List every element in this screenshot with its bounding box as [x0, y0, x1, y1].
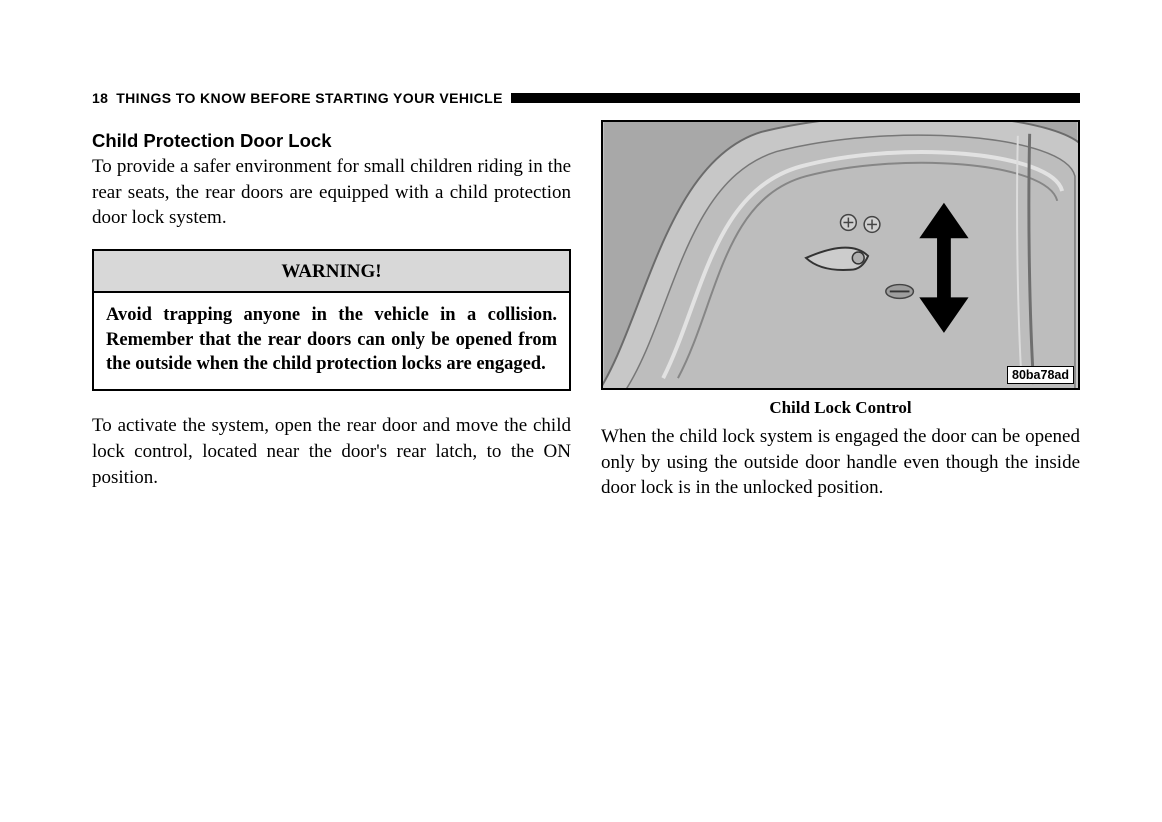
figure-id-tag: 80ba78ad: [1007, 366, 1074, 384]
page-header: 18 THINGS TO KNOW BEFORE STARTING YOUR V…: [92, 90, 1080, 106]
warning-heading: WARNING!: [94, 251, 569, 293]
figure-caption: Child Lock Control: [601, 398, 1080, 418]
two-column-layout: Child Protection Door Lock To provide a …: [92, 120, 1080, 519]
door-panel-illustration: [603, 122, 1078, 388]
screw-icon: [841, 215, 857, 231]
activate-paragraph: To activate the system, open the rear do…: [92, 413, 571, 490]
manual-page: 18 THINGS TO KNOW BEFORE STARTING YOUR V…: [0, 0, 1162, 822]
right-column: 80ba78ad Child Lock Control When the chi…: [601, 120, 1080, 519]
screw-icon: [864, 217, 880, 233]
left-column: Child Protection Door Lock To provide a …: [92, 120, 571, 519]
subheading-child-lock: Child Protection Door Lock: [92, 130, 571, 152]
header-rule-bar: [511, 93, 1080, 103]
engaged-paragraph: When the child lock system is engaged th…: [601, 424, 1080, 501]
warning-body-text: Avoid trapping anyone in the vehicle in …: [94, 293, 569, 389]
intro-paragraph: To provide a safer environment for small…: [92, 154, 571, 231]
section-title: THINGS TO KNOW BEFORE STARTING YOUR VEHI…: [116, 90, 503, 106]
warning-box: WARNING! Avoid trapping anyone in the ve…: [92, 249, 571, 391]
slot-icon: [886, 285, 914, 299]
page-number: 18: [92, 90, 108, 106]
child-lock-figure: 80ba78ad: [601, 120, 1080, 390]
